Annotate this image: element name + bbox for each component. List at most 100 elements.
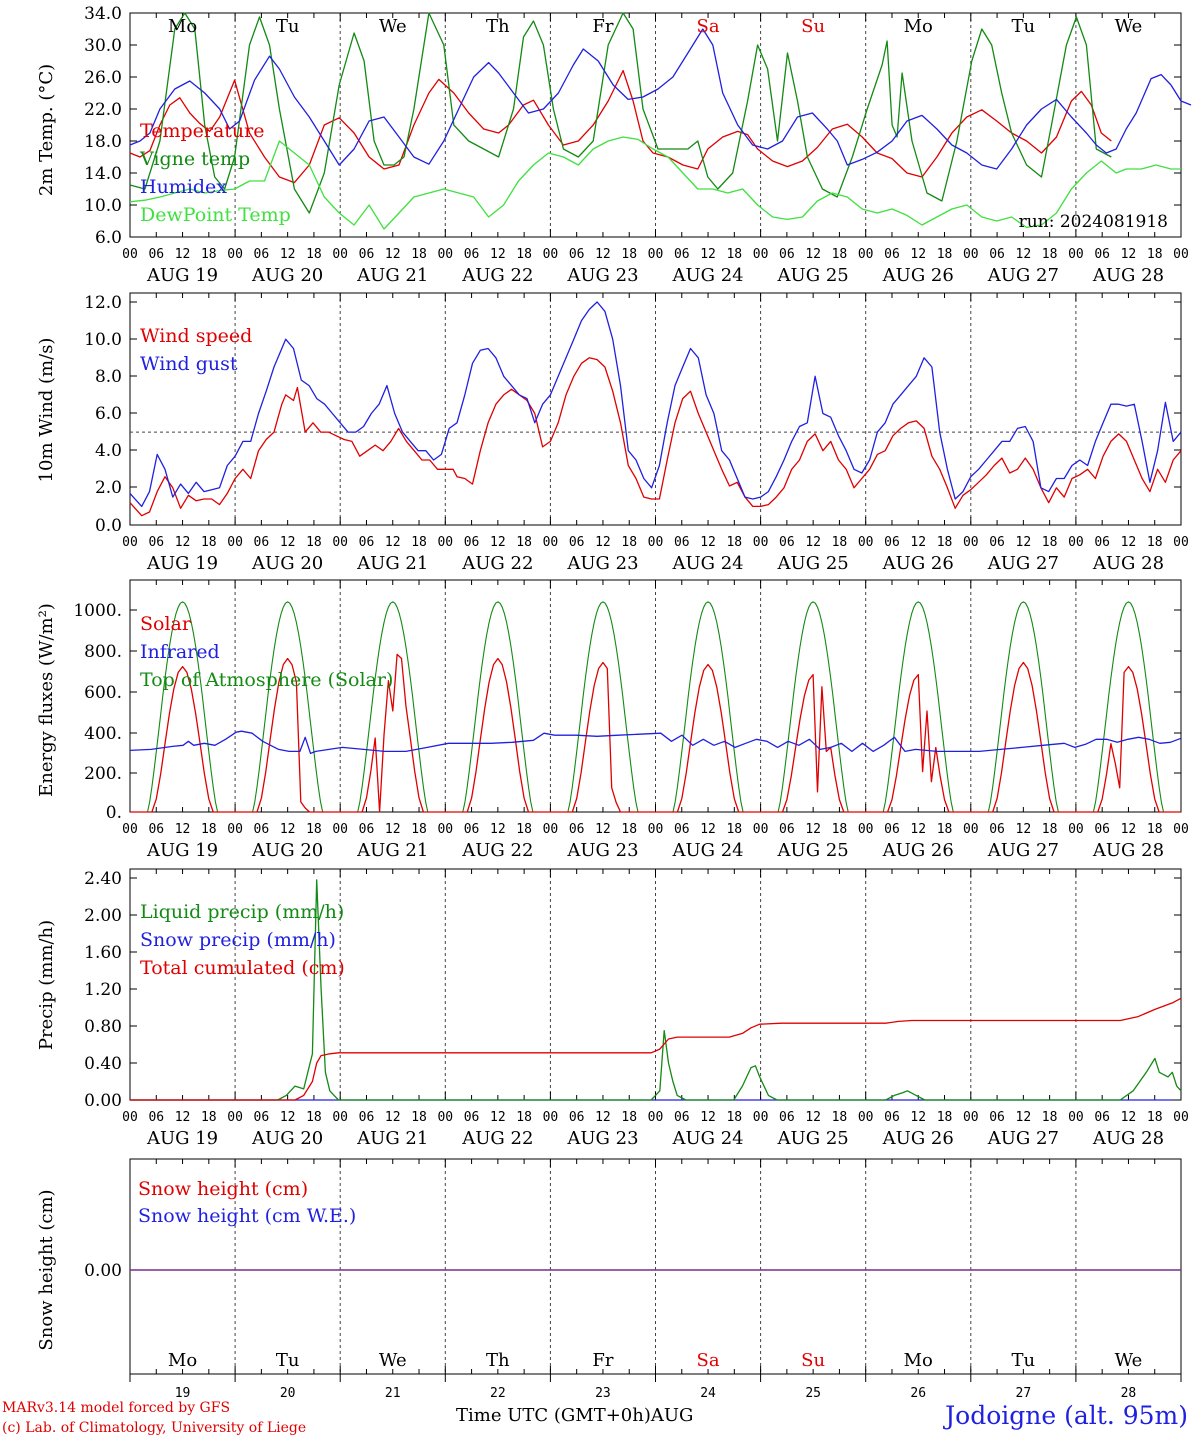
hour-label: 18 [621,1110,637,1125]
hour-label: 12 [280,1110,296,1125]
weekday-label: Th [486,16,510,37]
hour-label: 00 [753,1110,769,1125]
hour-label: 06 [779,822,795,837]
hour-label: 00 [648,1110,664,1125]
hour-label: 00 [858,247,874,262]
hour-label: 18 [832,535,848,550]
y-tick-label: 10.0 [84,196,122,216]
hour-label: 06 [779,1110,795,1125]
date-label: AUG 19 [146,265,218,286]
hour-label: 06 [989,247,1005,262]
y-tick-label: 6.0 [95,404,122,424]
hour-label: 06 [1094,247,1110,262]
hour-label: 12 [385,1110,401,1125]
hour-label: 06 [1094,1110,1110,1125]
hour-label: 06 [674,535,690,550]
y-tick-label: 30.0 [84,36,122,56]
hour-label: 18 [306,535,322,550]
date-label: AUG 23 [566,265,638,286]
weekday-label: Mo [168,1350,197,1371]
panel-1: 34.0 30.0 26.0 22.0 18.0 14.0 10.0 6.0 2m Temp. … [36,4,1192,286]
date-label: AUG 22 [461,840,533,861]
hour-label: 18 [621,247,637,262]
y-tick-label: 6.0 [95,228,122,248]
series-line [130,997,1182,1101]
date-label: AUG 26 [882,1128,954,1149]
date-label: AUG 28 [1092,1128,1164,1149]
hour-label: 12 [910,1110,926,1125]
date-label: AUG 23 [566,1128,638,1149]
series-line [129,301,1182,508]
hour-label: 18 [411,822,427,837]
hour-label: 06 [464,822,480,837]
hour-label: 12 [805,1110,821,1125]
hour-label: 00 [963,535,979,550]
weekday-label: We [379,1350,407,1371]
day-number: 19 [175,1386,191,1401]
hour-label: 06 [989,1110,1005,1125]
weekday-label: We [1115,1350,1143,1371]
y-tick-label: 2.40 [84,869,122,889]
hour-label: 00 [437,822,453,837]
hour-label: 18 [516,247,532,262]
y-tick-label: 0.80 [84,1017,122,1037]
date-label: AUG 26 [882,840,954,861]
hour-label: 06 [254,1110,270,1125]
hour-label: 12 [175,535,191,550]
hour-label: 18 [411,535,427,550]
date-label: AUG 20 [251,553,323,574]
hour-label: 00 [1173,822,1189,837]
hour-label: 06 [779,535,795,550]
legend-entry: Vigne temp [139,148,250,170]
panel-4: 2.40 2.00 1.60 1.20 0.80 0.40 0.00 Precip (mm/h… [36,868,1189,1149]
hour-label: 06 [148,1110,164,1125]
y-tick-label: 0.40 [84,1054,122,1074]
hour-label: 06 [989,822,1005,837]
hour-label: 18 [516,535,532,550]
hour-label: 00 [332,822,348,837]
y-tick-label: 0.00 [84,1091,122,1111]
hour-label: 00 [963,822,979,837]
hour-label: 18 [1147,1110,1163,1125]
hour-label: 00 [1068,535,1084,550]
date-label: AUG 24 [671,840,743,861]
hour-label: 18 [1042,247,1058,262]
weekday-label: Tu [276,16,300,37]
hour-label: 00 [227,1110,243,1125]
date-label: AUG 27 [987,265,1059,286]
weekday-label: Fr [592,16,613,37]
legend-entry: Snow height (cm) [138,1178,308,1200]
y-tick-label: 1.20 [84,980,122,1000]
hour-label: 18 [1042,822,1058,837]
hour-label: 00 [1068,822,1084,837]
y-tick-label: 200. [84,764,122,784]
hour-label: 12 [490,1110,506,1125]
hour-label: 06 [254,822,270,837]
y-tick-label: 1.60 [84,943,122,963]
day-number: 21 [385,1386,401,1401]
hour-label: 18 [1147,247,1163,262]
date-label: AUG 21 [356,553,428,574]
y-tick-label: 12.0 [84,293,122,313]
hour-label: 06 [254,535,270,550]
hour-label: 18 [832,247,848,262]
day-number: 24 [700,1386,716,1401]
hour-label: 18 [516,1110,532,1125]
hour-label: 12 [595,247,611,262]
hour-label: 12 [1016,535,1032,550]
day-number: 25 [805,1386,821,1401]
hour-label: 12 [595,1110,611,1125]
hour-label: 06 [464,1110,480,1125]
hour-label: 06 [464,535,480,550]
y-tick-label: 600. [84,683,122,703]
hour-label: 18 [411,1110,427,1125]
hour-label: 18 [201,535,217,550]
date-label: AUG 21 [356,265,428,286]
day-number: 23 [595,1386,611,1401]
hour-label: 06 [359,535,375,550]
y-axis-label: Energy fluxes (W/m²) [36,603,57,797]
hour-label: 00 [543,247,559,262]
date-label: AUG 19 [146,553,218,574]
date-label: AUG 23 [566,553,638,574]
hour-label: 00 [437,535,453,550]
